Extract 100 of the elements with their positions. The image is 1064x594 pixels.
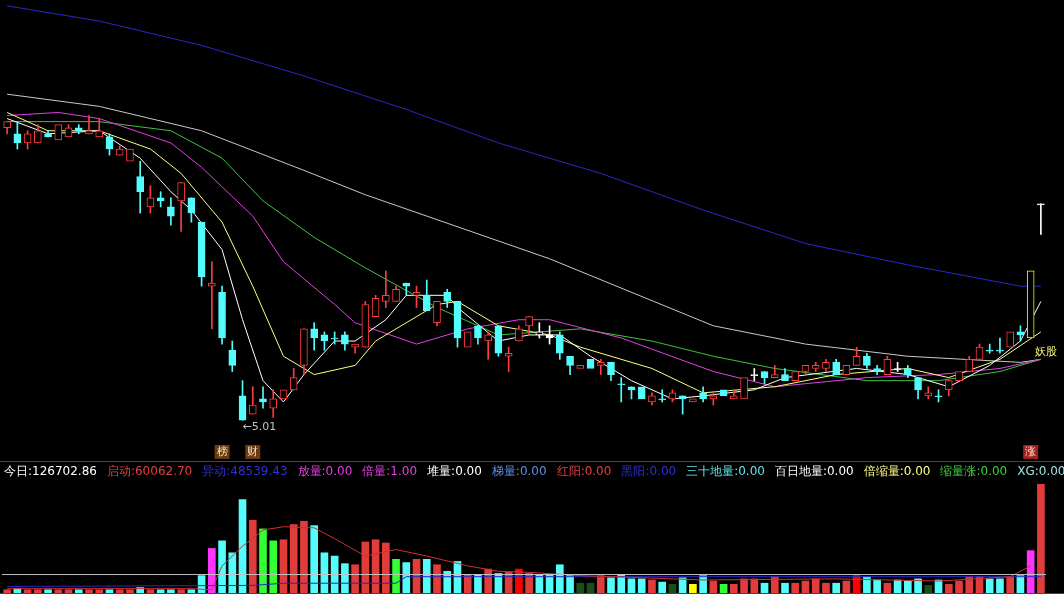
bar (689, 583, 697, 593)
bar (985, 578, 994, 593)
candlestick (596, 358, 605, 375)
annotation: ←5.01 (242, 420, 277, 434)
candlestick (740, 377, 748, 400)
bar (310, 525, 319, 593)
bar (1037, 484, 1045, 593)
text: 启动:60062.70 (106, 464, 193, 478)
candlestick (1037, 203, 1045, 235)
bar (33, 589, 42, 593)
bar (177, 589, 185, 593)
bar (996, 578, 1004, 593)
text: 缩量涨:0.00 (940, 464, 1008, 478)
annotation: 妖股 (1034, 344, 1057, 358)
bar (873, 579, 881, 593)
candlestick (791, 371, 800, 381)
bar (832, 582, 841, 593)
bar (115, 589, 124, 593)
candlestick (85, 115, 93, 135)
text: 红阳:0.00 (556, 464, 612, 478)
bar (228, 552, 237, 593)
candlestick (586, 358, 595, 369)
bar (525, 573, 533, 593)
candlestick (842, 365, 851, 375)
text: 异动:48539.43 (202, 464, 288, 478)
bar (760, 582, 769, 593)
bar (433, 564, 441, 593)
bar (187, 589, 196, 593)
bar (443, 570, 452, 593)
bar (402, 562, 411, 593)
bar (822, 582, 830, 593)
candlestick (719, 389, 728, 397)
text: 百日地量:0.00 (774, 464, 854, 478)
bar (781, 582, 789, 593)
text: XG:0.00 (1017, 464, 1064, 478)
bar (422, 558, 431, 593)
bar (883, 582, 892, 593)
bar (248, 519, 257, 593)
candlestick (54, 124, 63, 141)
candlestick (207, 261, 216, 330)
bar (392, 558, 400, 593)
text: 放量:0.00 (297, 464, 353, 478)
bar (3, 589, 11, 593)
candlestick (381, 270, 390, 308)
bar (924, 585, 933, 593)
bar (351, 564, 359, 593)
candlestick (279, 389, 288, 400)
bar (207, 548, 216, 593)
candlestick (617, 377, 626, 403)
bar (596, 575, 605, 593)
candlestick (1006, 331, 1015, 348)
candlestick (996, 337, 1004, 354)
bar (54, 589, 63, 593)
text: 黑阳:0.00 (621, 464, 677, 478)
candlestick (637, 386, 646, 400)
bar (85, 589, 93, 593)
bar (955, 580, 963, 593)
bar (719, 583, 728, 593)
bar (658, 581, 667, 593)
text: 榜 (216, 444, 228, 458)
bar (218, 540, 226, 593)
text: 倍量:1.00 (362, 464, 418, 478)
bar (126, 589, 134, 593)
bar (729, 583, 738, 593)
bar (156, 589, 165, 593)
bar (95, 589, 104, 593)
bar (576, 582, 585, 593)
bar (259, 528, 267, 593)
bar (555, 564, 564, 593)
bar (381, 542, 390, 593)
bar (341, 563, 349, 593)
bar (146, 589, 155, 593)
bar (586, 582, 595, 593)
text: 堆量:0.00 (427, 464, 482, 478)
bar (607, 577, 615, 593)
candlestick (658, 389, 667, 403)
candlestick (463, 331, 472, 348)
candlestick (955, 371, 963, 381)
text: 涨 (1025, 444, 1037, 458)
bar (167, 589, 175, 593)
candlestick (985, 343, 994, 354)
bar (914, 578, 922, 593)
bar (74, 589, 83, 593)
bar (105, 589, 114, 593)
text: 倍缩量:0.00 (863, 464, 931, 478)
bar (269, 540, 278, 593)
bar (668, 583, 677, 593)
bar (791, 582, 800, 593)
bar (23, 589, 32, 593)
candlestick (576, 365, 585, 369)
bar (64, 589, 73, 593)
bar (289, 524, 298, 593)
bar (903, 580, 912, 593)
text: 今日:126702.86 (4, 464, 97, 478)
bar (300, 520, 308, 593)
bar (637, 578, 646, 593)
bar (1006, 576, 1015, 593)
bar (648, 579, 656, 593)
text: 三十地量:0.00 (686, 464, 765, 478)
bar (944, 583, 953, 593)
